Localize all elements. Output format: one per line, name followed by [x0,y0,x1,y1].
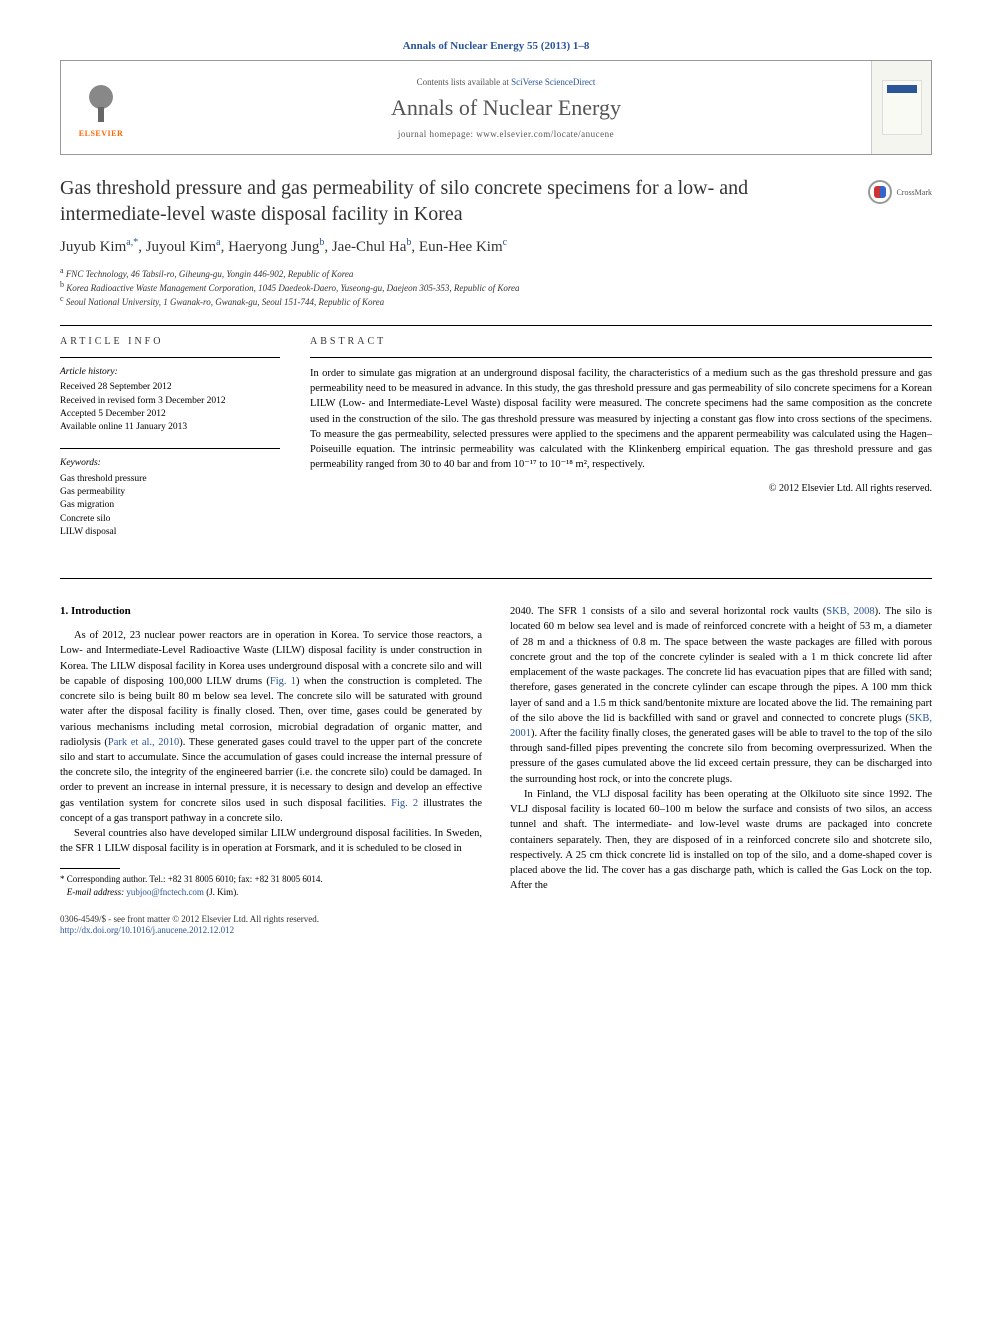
info-divider [60,357,280,358]
keyword: Gas threshold pressure [60,473,280,486]
article-history: Article history: Received 28 September 2… [60,366,280,434]
footnotes: * Corresponding author. Tel.: +82 31 800… [60,873,482,898]
header-center: Contents lists available at SciVerse Sci… [141,61,871,154]
page-container: Annals of Nuclear Energy 55 (2013) 1–8 E… [0,0,992,967]
body-paragraph: In Finland, the VLJ disposal facility ha… [510,787,932,894]
contents-line: Contents lists available at SciVerse Sci… [141,77,871,87]
author: Haeryong Jung [228,239,319,255]
abstract-text: In order to simulate gas migration at an… [310,366,932,473]
divider [60,325,932,326]
journal-homepage: journal homepage: www.elsevier.com/locat… [141,129,871,139]
keyword: Gas permeability [60,486,280,499]
crossmark-icon [868,180,892,204]
author-sup: a,* [126,237,138,248]
citation-link[interactable]: Park et al., 2010 [108,737,179,748]
history-label: Article history: [60,366,280,379]
author: Juyub Kim [60,239,126,255]
author: Juyoul Kim [146,239,216,255]
journal-cover-thumb [871,61,931,154]
keywords-block: Keywords: Gas threshold pressure Gas per… [60,457,280,539]
issn-line: 0306-4549/$ - see front matter © 2012 El… [60,914,932,926]
abstract-heading: ABSTRACT [310,336,932,347]
keywords-label: Keywords: [60,457,280,470]
affiliations: a FNC Technology, 46 Tabsil-ro, Giheung-… [60,266,932,307]
info-abstract-row: ARTICLE INFO Article history: Received 2… [60,336,932,568]
author: Eun-Hee Kim [419,239,503,255]
section-heading: 1. Introduction [60,604,482,620]
author: Jae-Chul Ha [332,239,407,255]
homepage-url: www.elsevier.com/locate/anucene [476,129,614,139]
journal-header-box: ELSEVIER Contents lists available at Sci… [60,60,932,155]
email-link[interactable]: yubjoo@fnctech.com [126,887,204,897]
journal-name: Annals of Nuclear Energy [141,95,871,121]
footnote-separator [60,868,120,869]
fig-ref-link[interactable]: Fig. 2 [391,798,418,809]
body-paragraph: 2040. The SFR 1 consists of a silo and s… [510,604,932,787]
info-heading: ARTICLE INFO [60,336,280,347]
body-paragraph: Several countries also have developed si… [60,826,482,856]
keyword: LILW disposal [60,526,280,539]
article-info: ARTICLE INFO Article history: Received 2… [60,336,280,553]
abstract-divider [310,357,932,358]
keyword: Concrete silo [60,513,280,526]
abstract: ABSTRACT In order to simulate gas migrat… [310,336,932,553]
elsevier-label: ELSEVIER [79,129,123,138]
author-sup: b [319,237,324,248]
journal-reference: Annals of Nuclear Energy 55 (2013) 1–8 [60,40,932,52]
body-text: 1. Introduction As of 2012, 23 nuclear p… [60,604,932,898]
divider [60,578,932,579]
affiliation: c Seoul National University, 1 Gwanak-ro… [60,294,932,307]
affiliation: b Korea Radioactive Waste Management Cor… [60,280,932,293]
crossmark-label: CrossMark [896,188,932,197]
contents-prefix: Contents lists available at [417,77,511,87]
doi-link[interactable]: http://dx.doi.org/10.1016/j.anucene.2012… [60,925,234,935]
history-item: Received 28 September 2012 [60,381,280,394]
email-line: E-mail address: yubjoo@fnctech.com (J. K… [60,886,482,899]
author-sup: b [406,237,411,248]
body-paragraph: As of 2012, 23 nuclear power reactors ar… [60,628,482,826]
article-title: Gas threshold pressure and gas permeabil… [60,175,853,227]
keyword: Gas migration [60,499,280,512]
author-sup: c [503,237,507,248]
history-item: Accepted 5 December 2012 [60,408,280,421]
fig-ref-link[interactable]: Fig. 1 [270,676,296,687]
corresponding-author: * Corresponding author. Tel.: +82 31 800… [60,873,482,886]
footer: 0306-4549/$ - see front matter © 2012 El… [60,914,932,937]
elsevier-logo: ELSEVIER [61,61,141,154]
elsevier-tree-icon [76,77,126,127]
citation-link[interactable]: SKB, 2008 [826,606,874,617]
title-row: Gas threshold pressure and gas permeabil… [60,175,932,227]
author-sup: a [216,237,220,248]
sciverse-link[interactable]: SciVerse ScienceDirect [511,77,595,87]
abstract-copyright: © 2012 Elsevier Ltd. All rights reserved… [310,483,932,494]
history-item: Available online 11 January 2013 [60,421,280,434]
affiliation: a FNC Technology, 46 Tabsil-ro, Giheung-… [60,266,932,279]
history-item: Received in revised form 3 December 2012 [60,395,280,408]
author-list: Juyub Kima,*, Juyoul Kima, Haeryong Jung… [60,237,932,256]
crossmark-badge[interactable]: CrossMark [868,180,932,204]
homepage-prefix: journal homepage: [398,129,476,139]
cover-thumb-icon [882,80,922,135]
info-divider [60,448,280,449]
